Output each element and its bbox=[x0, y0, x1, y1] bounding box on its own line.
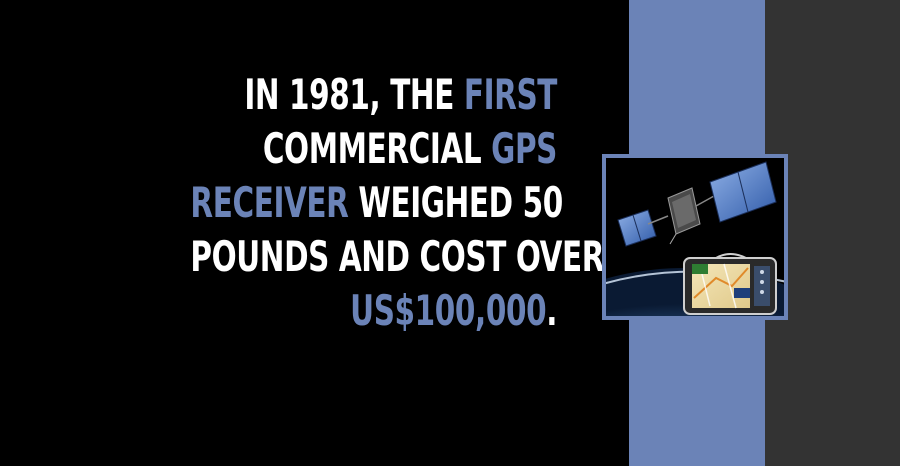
fact-line-5: US$100,000. bbox=[350, 286, 557, 335]
satellite-gps-image bbox=[606, 158, 784, 316]
highlight-first: FIRST bbox=[463, 70, 558, 119]
satellite-icon bbox=[617, 161, 777, 247]
gps-device-icon bbox=[683, 253, 777, 315]
gps-illustration bbox=[602, 154, 788, 320]
highlight-gps: GPS bbox=[491, 124, 557, 173]
fact-text: IN 1981, THE FIRST COMMERCIAL GPS RECEIV… bbox=[190, 68, 605, 338]
fact-line-4: POUNDS AND COST OVER bbox=[190, 232, 605, 281]
fact-line-3: RECEIVER WEIGHED 50 bbox=[190, 178, 563, 227]
fact-line-1: IN 1981, THE FIRST bbox=[244, 70, 558, 119]
fact-line-2: COMMERCIAL GPS bbox=[262, 124, 558, 173]
highlight-price: US$100,000 bbox=[350, 286, 547, 335]
highlight-receiver: RECEIVER bbox=[190, 178, 349, 227]
